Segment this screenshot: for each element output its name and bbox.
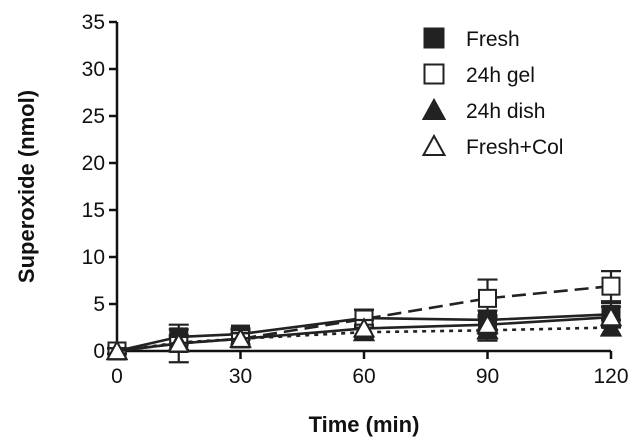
x-tick-label: 90 [476, 365, 499, 388]
data-point [476, 313, 499, 334]
data-point [601, 276, 621, 296]
x-tick-label: 30 [229, 365, 252, 388]
x-axis-title: Time (min) [309, 412, 420, 437]
legend-label: Fresh+Col [466, 136, 563, 159]
data-point [105, 339, 129, 361]
data-point [352, 317, 376, 338]
legend-label: 24h dish [466, 100, 545, 123]
x-tick-label: 60 [352, 365, 375, 388]
y-tick-label: 30 [82, 58, 105, 81]
series-line [116, 315, 612, 353]
y-tick-label: 35 [82, 11, 105, 34]
legend-marker [423, 63, 445, 85]
legend-entry: Fresh+Col [421, 133, 563, 159]
axes: 0 5 10 15 20 25 30 35 0 30 60 90 120 [82, 11, 629, 388]
legend-marker [423, 27, 445, 49]
series-layer [105, 270, 623, 364]
legend-entry: 24h gel [423, 63, 535, 87]
y-axis-title: Superoxide (nmol) [14, 90, 39, 283]
y-tick-label: 10 [82, 246, 105, 269]
y-tick-label: 25 [82, 105, 105, 128]
legend-marker [421, 133, 447, 157]
series-line [116, 313, 612, 353]
y-tick-label: 0 [93, 340, 105, 363]
legend-label: Fresh [466, 28, 520, 51]
legend-label: 24h gel [466, 64, 535, 87]
y-tick-label: 15 [82, 199, 105, 222]
data-point [229, 327, 252, 348]
legend-entry: Fresh [423, 27, 520, 51]
legend: Fresh 24h gel 24h dish Fresh+Col [421, 27, 563, 159]
data-point [478, 288, 497, 308]
series-fresh-col [105, 305, 623, 361]
legend-entry: 24h dish [421, 97, 545, 123]
legend-marker [421, 97, 447, 121]
x-tick-label: 120 [593, 365, 628, 388]
x-tick-label: 0 [111, 365, 123, 388]
data-point [599, 306, 623, 327]
data-point [167, 332, 190, 353]
y-tick-label: 5 [93, 293, 105, 316]
y-tick-label: 20 [82, 152, 105, 175]
